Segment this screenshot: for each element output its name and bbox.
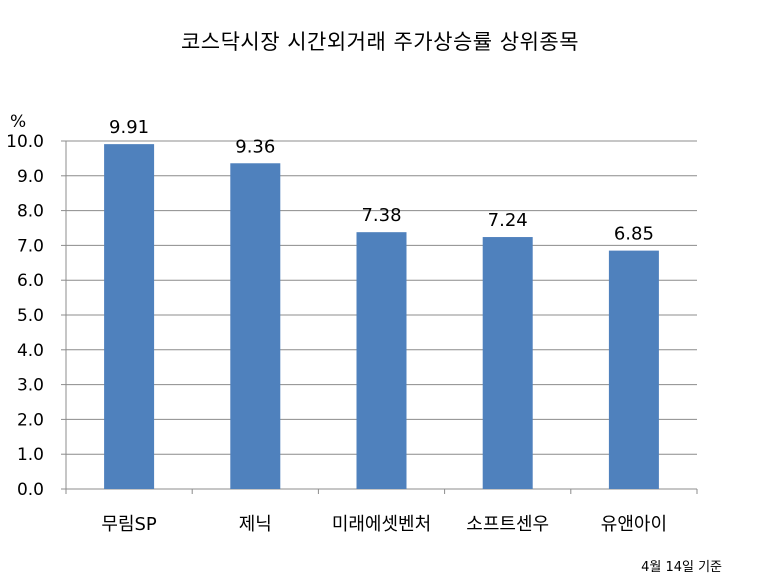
category-label: 미래에셋벤처 — [332, 514, 431, 535]
y-tick-label: 4.0 — [17, 341, 44, 361]
y-tick-label: 10.0 — [6, 132, 44, 152]
y-tick-label: 1.0 — [17, 445, 44, 465]
y-tick-label: 8.0 — [17, 202, 44, 222]
y-tick-label: 3.0 — [17, 376, 44, 396]
category-label: 제닉 — [239, 514, 272, 535]
category-label: 무림SP — [101, 514, 157, 535]
bar — [608, 250, 659, 489]
y-tick-label: 2.0 — [17, 410, 44, 430]
data-label: 7.38 — [361, 205, 401, 226]
bar — [482, 237, 533, 489]
bar — [104, 144, 155, 489]
y-tick-label: 7.0 — [17, 236, 44, 256]
date-note: 4월 14일 기준 — [641, 560, 722, 575]
y-tick-label: 6.0 — [17, 271, 44, 291]
category-label: 소프트센우 — [466, 514, 549, 535]
data-label: 7.24 — [488, 210, 528, 231]
y-tick-label: 0.0 — [17, 480, 44, 500]
y-axis-unit: % — [10, 112, 27, 132]
y-tick-label: 5.0 — [17, 306, 44, 326]
chart-title: 코스닥시장 시간외거래 주가상승률 상위종목 — [180, 30, 580, 54]
category-label: 유앤아이 — [601, 514, 667, 535]
data-label: 9.36 — [235, 136, 275, 157]
bar — [230, 163, 281, 489]
bar — [356, 232, 407, 489]
y-tick-label: 9.0 — [17, 167, 44, 187]
data-label: 6.85 — [614, 224, 654, 245]
data-label: 9.91 — [109, 117, 149, 138]
